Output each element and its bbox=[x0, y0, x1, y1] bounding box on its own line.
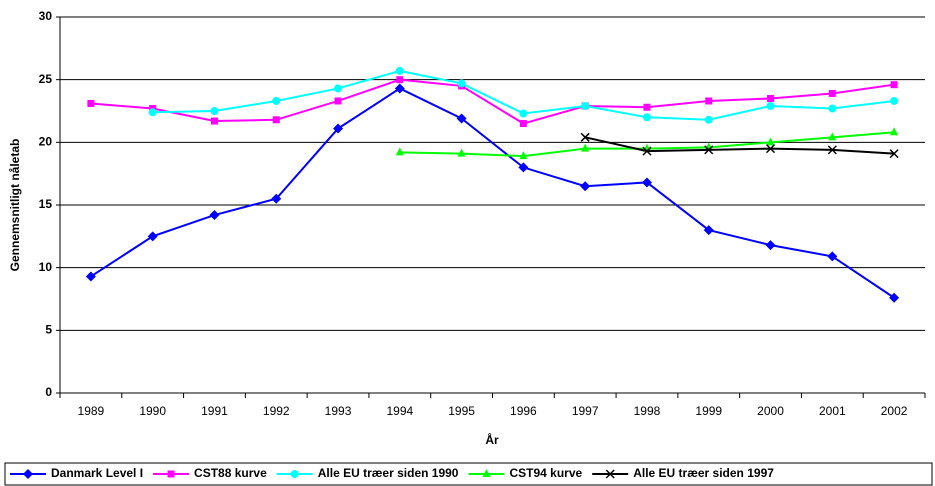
marker bbox=[605, 469, 615, 479]
x-tick-label: 1996 bbox=[510, 404, 537, 418]
marker bbox=[210, 107, 219, 115]
marker bbox=[641, 177, 652, 188]
legend-label: CST88 kurve bbox=[194, 466, 267, 480]
marker bbox=[889, 292, 900, 303]
marker bbox=[704, 145, 714, 155]
marker bbox=[209, 210, 220, 221]
marker bbox=[581, 101, 590, 110]
marker bbox=[890, 127, 899, 136]
marker bbox=[642, 146, 652, 156]
marker bbox=[827, 145, 837, 155]
x-tick-label: 1997 bbox=[572, 404, 599, 418]
marker bbox=[518, 162, 529, 173]
legend-label: Danmark Level I bbox=[51, 466, 143, 480]
marker bbox=[828, 104, 837, 113]
marker bbox=[272, 116, 280, 124]
marker bbox=[580, 181, 591, 192]
marker bbox=[482, 469, 491, 477]
marker bbox=[890, 96, 899, 105]
x-axis-label: År bbox=[485, 432, 499, 447]
legend-box bbox=[4, 462, 933, 486]
x-tick-label: 2001 bbox=[819, 404, 846, 418]
marker bbox=[395, 66, 404, 75]
marker bbox=[167, 470, 175, 478]
marker bbox=[890, 81, 898, 89]
marker bbox=[828, 89, 836, 97]
x-tick-label: 2000 bbox=[757, 404, 784, 418]
x-tick-label: 1989 bbox=[78, 404, 105, 418]
y-tick-label: 25 bbox=[39, 72, 53, 86]
marker bbox=[394, 83, 405, 94]
marker bbox=[519, 151, 528, 160]
marker bbox=[519, 109, 528, 118]
marker bbox=[87, 99, 95, 107]
marker bbox=[827, 251, 838, 262]
marker bbox=[704, 115, 713, 124]
y-tick-label: 20 bbox=[39, 135, 53, 149]
marker bbox=[333, 123, 344, 134]
series-line bbox=[90, 78, 895, 125]
legend-label: CST94 kurve bbox=[509, 466, 582, 480]
marker bbox=[290, 470, 299, 478]
marker bbox=[457, 148, 466, 157]
marker bbox=[147, 231, 158, 242]
marker bbox=[334, 84, 343, 93]
marker bbox=[828, 132, 837, 141]
marker bbox=[889, 149, 899, 159]
marker bbox=[643, 103, 651, 111]
marker bbox=[766, 101, 775, 110]
marker bbox=[767, 94, 775, 102]
y-tick-label: 15 bbox=[39, 197, 53, 211]
marker bbox=[210, 117, 218, 125]
y-tick-label: 0 bbox=[45, 385, 52, 399]
legend-label: Alle EU træer siden 1997 bbox=[633, 466, 774, 480]
legend-label: Alle EU træer siden 1990 bbox=[318, 466, 459, 480]
x-tick-label: 1993 bbox=[325, 404, 352, 418]
marker bbox=[396, 76, 404, 84]
x-tick-label: 1991 bbox=[201, 404, 228, 418]
marker bbox=[703, 225, 714, 236]
marker bbox=[272, 96, 281, 105]
y-tick-label: 30 bbox=[39, 9, 53, 23]
marker bbox=[766, 137, 775, 146]
x-tick-label: 2002 bbox=[881, 404, 908, 418]
y-tick-label: 5 bbox=[45, 323, 52, 337]
x-tick-label: 1998 bbox=[634, 404, 661, 418]
marker bbox=[456, 113, 467, 124]
marker bbox=[395, 147, 404, 156]
marker bbox=[581, 143, 590, 152]
marker bbox=[85, 271, 96, 282]
x-tick-label: 1994 bbox=[386, 404, 413, 418]
series-line bbox=[90, 87, 895, 299]
marker bbox=[580, 132, 590, 142]
x-tick-label: 1990 bbox=[139, 404, 166, 418]
marker bbox=[148, 108, 157, 117]
x-tick-label: 1992 bbox=[263, 404, 290, 418]
x-tick-label: 1995 bbox=[448, 404, 475, 418]
marker bbox=[766, 144, 776, 154]
marker bbox=[519, 120, 527, 128]
marker bbox=[457, 79, 466, 88]
marker bbox=[23, 469, 33, 479]
marker bbox=[765, 240, 776, 251]
y-axis-label: Gennemsnitligt nåletab bbox=[8, 139, 22, 272]
marker bbox=[705, 97, 713, 105]
marker bbox=[271, 193, 282, 204]
y-tick-label: 10 bbox=[39, 260, 53, 274]
x-tick-label: 1999 bbox=[695, 404, 722, 418]
marker bbox=[334, 97, 342, 105]
series-line bbox=[584, 136, 895, 155]
marker bbox=[642, 113, 651, 122]
